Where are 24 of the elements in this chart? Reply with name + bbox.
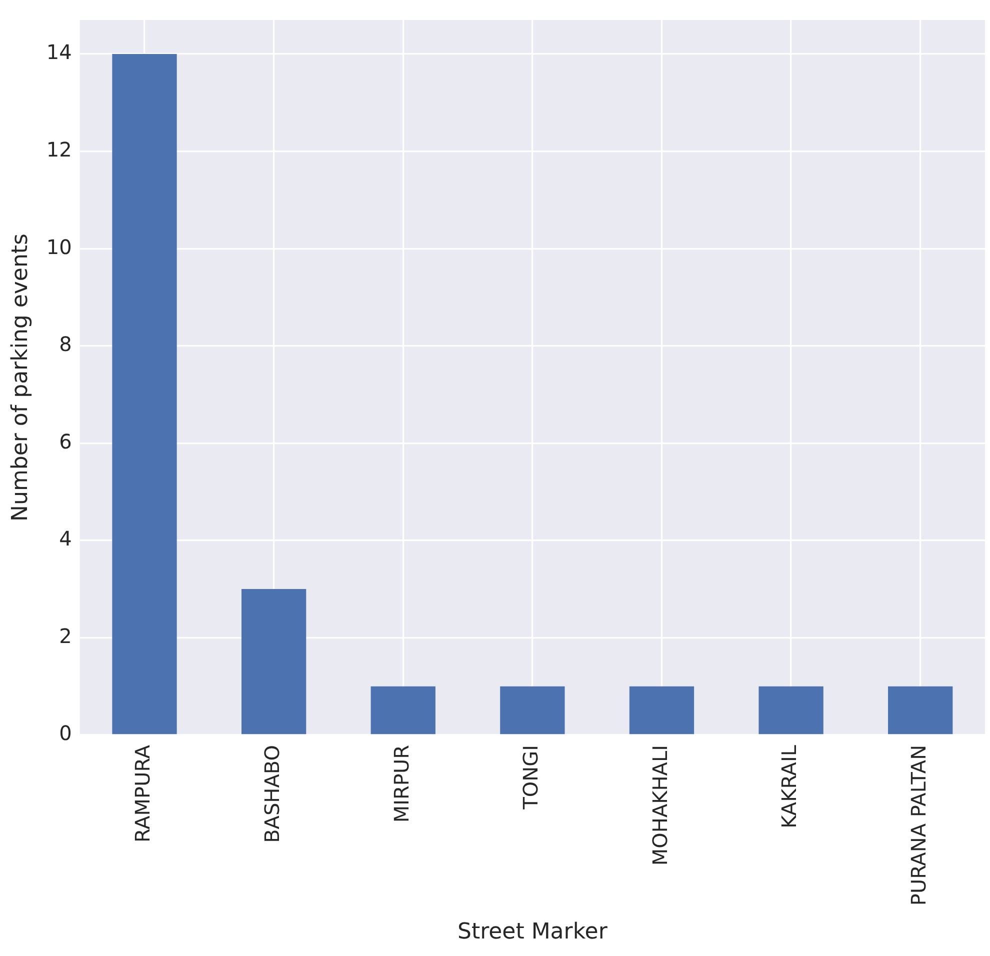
- bar: [888, 686, 953, 734]
- bar: [500, 686, 565, 734]
- y-tick-label: 0: [59, 721, 72, 746]
- y-tick-label: 14: [46, 40, 72, 64]
- bar: [629, 686, 694, 734]
- bar: [112, 54, 177, 734]
- x-tick-label: MIRPUR: [389, 744, 414, 823]
- y-tick-label: 6: [59, 429, 72, 454]
- y-tick-label: 4: [59, 526, 72, 551]
- y-tick-label: 10: [46, 234, 72, 259]
- y-tick-label: 12: [46, 138, 72, 162]
- x-tick-label: RAMPURA: [130, 744, 155, 842]
- x-tick-label: MOHAKHALI: [648, 744, 672, 866]
- bar: [370, 686, 436, 734]
- x-tick-label: TONGI: [518, 744, 543, 810]
- x-tick-label: KAKRAIL: [777, 744, 802, 828]
- x-tick-label: BASHABO: [260, 744, 284, 843]
- y-tick-label: 2: [59, 624, 72, 648]
- x-axis-title: Street Marker: [457, 920, 608, 945]
- bar: [758, 686, 824, 734]
- y-axis-title: Number of parking events: [8, 234, 33, 522]
- x-tick-label: PURANA PALTAN: [906, 744, 931, 906]
- y-tick-label: 8: [59, 332, 72, 356]
- bar: [241, 589, 306, 734]
